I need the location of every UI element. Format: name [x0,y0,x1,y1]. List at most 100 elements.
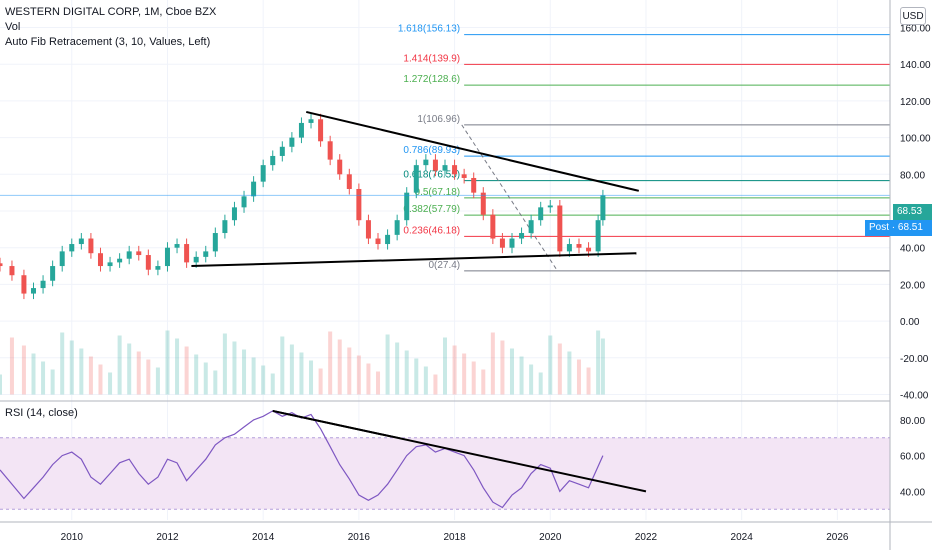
candle [557,205,563,252]
candle [471,177,477,193]
price-tick-label: 80.00 [900,170,925,181]
candle [538,207,544,221]
volume-bar [69,340,74,395]
volume-bar [423,366,428,395]
volume-bar [309,360,314,395]
candle [442,165,448,171]
price-axis-bg [890,0,932,550]
candle [40,280,46,289]
fib-level-label: 1.414(139.9) [403,53,460,64]
candle [97,253,103,267]
volume-bar [194,354,199,395]
volume-bar [452,345,457,395]
candle [547,205,553,208]
fib-level-label: 1(106.96) [417,114,460,125]
volume-bar [519,356,524,395]
fib-level-label: 0(27.4) [428,260,460,271]
fib-level-label: 1.272(128.6) [403,74,460,85]
price-trendline [191,252,637,268]
volume-bar [31,353,36,395]
candle [394,220,400,235]
candle [356,188,362,221]
price-tick-label: 120.00 [900,97,931,108]
rsi-tick-label: 60.00 [900,452,925,463]
volume-bar [404,350,409,395]
candle [413,165,419,193]
volume-bar [557,343,562,395]
volume-bar [548,335,553,395]
fib-diagonal [461,124,558,272]
volume-bar [108,372,113,395]
volume-bar [509,348,514,395]
volume-bar [471,361,476,395]
candle [126,251,132,259]
candle [184,244,190,263]
rsi-tick-label: 40.00 [900,487,925,498]
candle [50,266,56,281]
volume-bar [596,330,601,395]
price-tick-label: 140.00 [900,60,931,71]
volume-bar [79,348,84,395]
fib-level-label: 0.618(76.55) [403,170,460,181]
candle [461,174,467,178]
candle [88,238,94,254]
volume-bar [213,370,218,395]
candle [432,159,438,171]
volume-bar [0,374,2,395]
time-tick-label: 2012 [156,532,179,543]
fib-level-label: 0.5(67.18) [415,187,461,198]
candle [69,244,75,252]
volume-bar [481,369,486,395]
candle [480,192,486,215]
candle [231,207,237,221]
post-price-tag: Post · 68.51 [865,220,932,236]
volume-bar [41,361,46,395]
candle [145,255,151,270]
candle [452,165,458,175]
price-tick-label: -20.00 [900,354,929,365]
volume-bar [567,351,572,395]
volume-bar [318,368,323,395]
candle [519,233,525,239]
volume-bar [21,345,26,395]
candle [365,220,371,239]
volume-bar [490,332,495,395]
candle [404,192,410,221]
volume-bar [328,331,333,395]
candle [423,159,429,166]
candle [107,262,113,267]
candle [117,258,123,263]
rsi-band [0,437,890,510]
rsi-tick-label: 80.00 [900,416,925,427]
candle [251,181,257,197]
candle [600,195,606,221]
candle [212,233,218,252]
volume-bar [165,330,170,395]
fib-level-label: 0.786(89.93) [403,145,460,156]
price-tick-label: 0.00 [900,317,920,328]
volume-bar [347,347,352,395]
volume-bar [50,369,55,395]
volume-bar [600,338,605,395]
volume-bar [433,374,438,395]
candle [499,238,505,248]
candle [0,263,3,267]
candle [59,251,65,267]
volume-bar [261,365,266,395]
volume-bar [395,342,400,395]
candle [308,119,314,123]
candle [385,234,391,245]
volume-bar [127,343,132,395]
candle [289,137,295,147]
volume-bar [117,335,122,395]
volume-bar [60,332,65,395]
volume-bar [222,333,227,395]
volume-bar [289,344,294,395]
time-tick-label: 2024 [731,532,754,543]
time-tick-label: 2020 [539,532,562,543]
volume-bar [586,367,591,395]
volume-bar [146,359,151,395]
price-trendline [306,110,640,192]
currency-button[interactable]: USD [900,7,926,25]
